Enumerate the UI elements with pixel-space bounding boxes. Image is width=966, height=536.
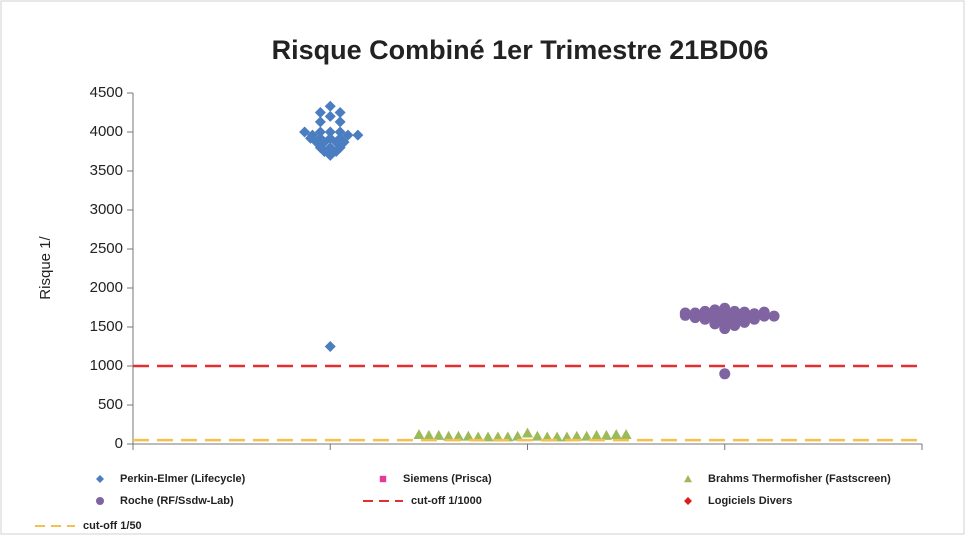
data-point (512, 430, 524, 441)
data-point (433, 429, 445, 440)
data-point (314, 126, 326, 138)
y-tick-label: 500 (98, 396, 123, 413)
data-point (709, 304, 721, 316)
data-point (719, 302, 731, 314)
data-point (334, 107, 346, 118)
data-point (522, 427, 533, 438)
data-point (620, 429, 632, 440)
data-point (324, 126, 336, 138)
data-point (738, 306, 750, 318)
legend-marker (684, 497, 692, 505)
data-point (748, 308, 760, 320)
data-point (324, 149, 336, 161)
chart-title: Risque Combiné 1er Trimestre 21BD06 (272, 35, 769, 65)
data-point (610, 429, 622, 440)
data-point (600, 429, 612, 440)
legend-label: Logiciels Divers (708, 495, 792, 507)
legend-label: Perkin-Elmer (Lifecycle) (120, 473, 246, 485)
y-tick-label: 0 (115, 435, 123, 452)
data-point (324, 341, 336, 352)
y-tick-label: 3500 (90, 162, 123, 179)
y-tick-label: 2500 (90, 240, 123, 257)
data-point (314, 107, 326, 118)
legend-label: Siemens (Prisca) (403, 473, 492, 485)
data-point (352, 129, 364, 141)
legend-marker (96, 475, 104, 483)
data-point (679, 307, 691, 319)
data-point (719, 368, 731, 380)
data-point (571, 430, 583, 441)
data-point (689, 307, 701, 319)
data-point (729, 305, 741, 317)
data-point (482, 431, 494, 442)
legend-label: cut-off 1/1000 (411, 495, 482, 507)
y-tick-label: 2000 (90, 279, 123, 296)
data-point (299, 126, 311, 138)
legend-marker (684, 475, 692, 483)
data-point (768, 310, 780, 322)
data-point (699, 305, 711, 317)
y-tick-label: 4500 (90, 84, 123, 101)
legend-marker (379, 475, 387, 483)
data-point (423, 429, 435, 440)
legend-label: Brahms Thermofisher (Fastscreen) (708, 473, 891, 485)
data-point (334, 116, 346, 128)
data-point (452, 430, 464, 441)
y-tick-label: 3000 (90, 201, 123, 218)
data-point (581, 430, 593, 441)
data-point (334, 126, 346, 138)
y-tick-label: 1000 (90, 357, 123, 374)
data-point (462, 430, 474, 441)
data-point (591, 429, 603, 440)
legend-marker (96, 497, 104, 505)
data-point (324, 110, 336, 122)
data-point (314, 116, 326, 128)
data-point (531, 430, 543, 441)
legend-label: Roche (RF/Ssdw-Lab) (120, 495, 234, 507)
y-axis-label: Risque 1/ (37, 235, 54, 299)
data-point (324, 100, 336, 112)
data-point (758, 306, 770, 318)
y-tick-label: 4000 (90, 123, 123, 140)
legend-label: cut-off 1/50 (83, 520, 142, 532)
y-tick-label: 1500 (90, 318, 123, 335)
data-point (443, 430, 455, 441)
data-point (413, 429, 425, 440)
